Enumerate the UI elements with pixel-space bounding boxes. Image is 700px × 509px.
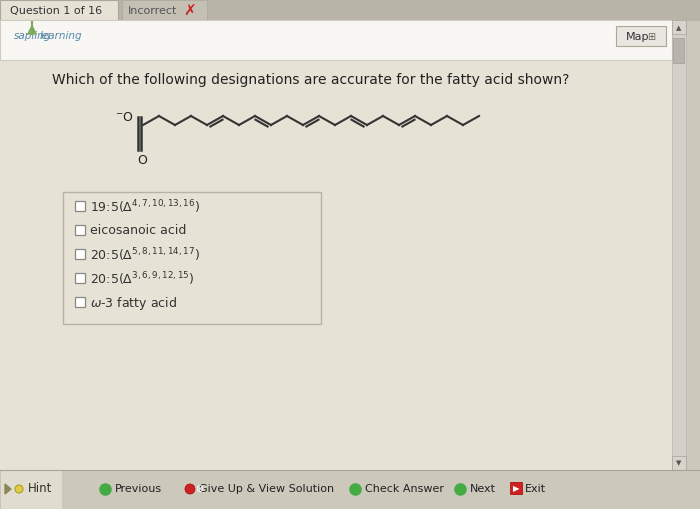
Bar [616,26,666,46]
Bar [510,482,522,494]
Bar [0,20,672,60]
Circle shape [15,485,23,493]
Text: sapling: sapling [14,31,51,41]
Text: ▲: ▲ [676,25,682,31]
Bar [75,249,85,259]
Bar [0,20,672,470]
Bar [75,201,85,211]
Text: Next: Next [470,484,496,494]
Bar [0,0,700,20]
Text: $^{-}$O: $^{-}$O [115,110,134,124]
Bar [672,20,686,470]
Text: Check Answer: Check Answer [365,484,444,494]
Polygon shape [5,484,11,494]
Polygon shape [28,26,36,34]
Text: Incorrect: Incorrect [128,6,177,16]
Text: Map: Map [626,32,650,42]
Text: Give Up & View Solution: Give Up & View Solution [199,484,334,494]
Text: Question 1 of 16: Question 1 of 16 [10,6,102,16]
Text: Which of the following designations are accurate for the fatty acid shown?: Which of the following designations are … [52,73,569,87]
Bar [122,0,207,20]
Bar [0,470,700,509]
Bar [672,20,686,34]
Text: Exit: Exit [525,484,546,494]
Text: Hint: Hint [28,483,52,495]
Bar [673,38,684,63]
Bar [75,273,85,283]
Bar [0,470,62,509]
Text: $\omega$-3 fatty acid: $\omega$-3 fatty acid [90,295,177,312]
Bar [63,192,321,324]
Text: ✗: ✗ [183,4,196,18]
Circle shape [185,484,195,494]
Text: 19:5($\Delta^{4,7,10,13,16}$): 19:5($\Delta^{4,7,10,13,16}$) [90,198,200,216]
Text: 20:5($\Delta^{5,8,11,14,17}$): 20:5($\Delta^{5,8,11,14,17}$) [90,246,200,264]
Text: ⊞: ⊞ [647,32,655,42]
Text: 20:5($\Delta^{3,6,9,12,15}$): 20:5($\Delta^{3,6,9,12,15}$) [90,270,195,288]
Text: Previous: Previous [115,484,162,494]
Text: eicosanoic acid: eicosanoic acid [90,224,186,238]
Text: O: O [137,154,147,166]
Bar [75,225,85,235]
Text: learning: learning [40,31,83,41]
Text: ▶: ▶ [512,485,519,494]
Bar [0,0,118,20]
Text: ▼: ▼ [676,460,682,466]
Bar [75,297,85,307]
Bar [672,456,686,470]
Text: ⊗: ⊗ [195,484,203,494]
